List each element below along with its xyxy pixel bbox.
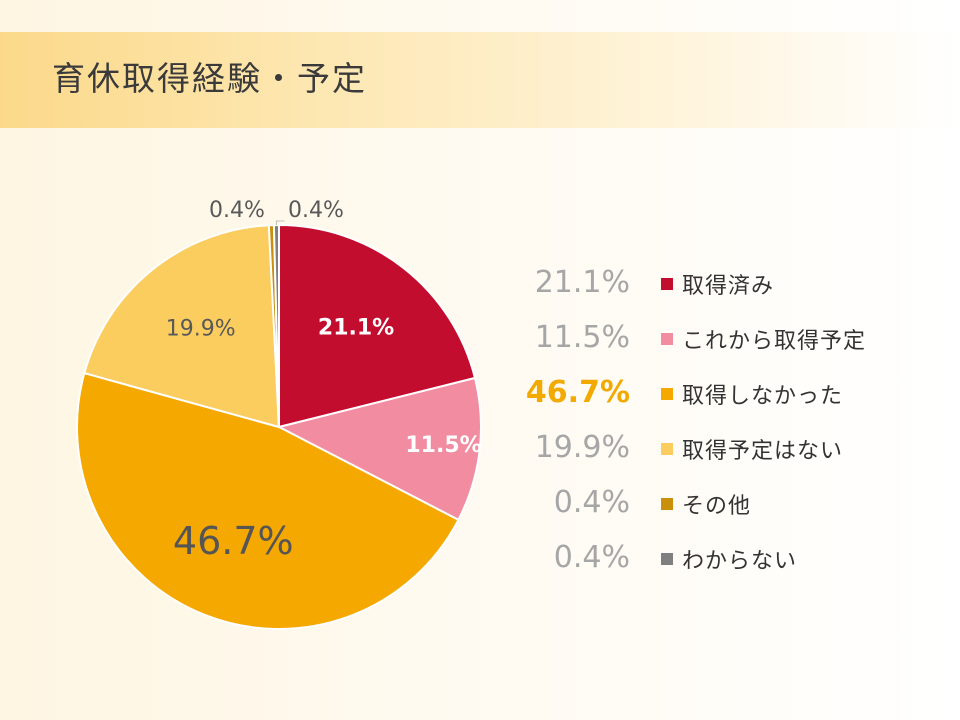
legend-swatch-3 [661, 388, 673, 400]
slice-label-2: 11.5% [405, 433, 481, 458]
pie-slice-1 [278, 223, 477, 429]
legend-value-4: 19.9% [534, 430, 630, 465]
legend-label-1: 取得済み [682, 274, 775, 299]
legend-label-4: 取得予定はない [682, 439, 844, 464]
slice-label-5: 0.4% [209, 198, 265, 223]
title-banner: 育休取得経験・予定 [0, 32, 960, 128]
legend-label-2: これから取得予定 [682, 329, 867, 354]
legend-value-5: 0.4% [553, 485, 630, 520]
pie-slice-6 [272, 223, 280, 428]
legend-value-6: 0.4% [553, 540, 630, 575]
page-title: 育休取得経験・予定 [52, 59, 367, 98]
legend-value-2: 11.5% [534, 320, 630, 355]
legend-swatch-1 [661, 278, 673, 290]
legend-swatch-4 [661, 443, 673, 455]
legend-label-6: わからない [682, 549, 798, 574]
pie-slice-2 [276, 376, 482, 522]
slice-label-6: 0.4% [288, 198, 344, 223]
slice-label-4: 19.9% [166, 316, 236, 341]
legend-value-3: 46.7% [525, 375, 630, 410]
legend-swatch-5 [661, 498, 673, 510]
pie-slice-4 [83, 224, 281, 429]
slice-label-1: 21.1% [318, 315, 394, 340]
legend-swatch-6 [661, 553, 673, 565]
legend-label-3: 取得しなかった [682, 384, 844, 409]
leader-line [275, 220, 285, 226]
slice-label-3: 46.7% [173, 519, 294, 563]
legend-value-1: 21.1% [534, 265, 630, 300]
pie-slice-3 [76, 371, 460, 631]
legend-swatch-2 [661, 333, 673, 345]
legend-label-5: その他 [682, 494, 752, 519]
